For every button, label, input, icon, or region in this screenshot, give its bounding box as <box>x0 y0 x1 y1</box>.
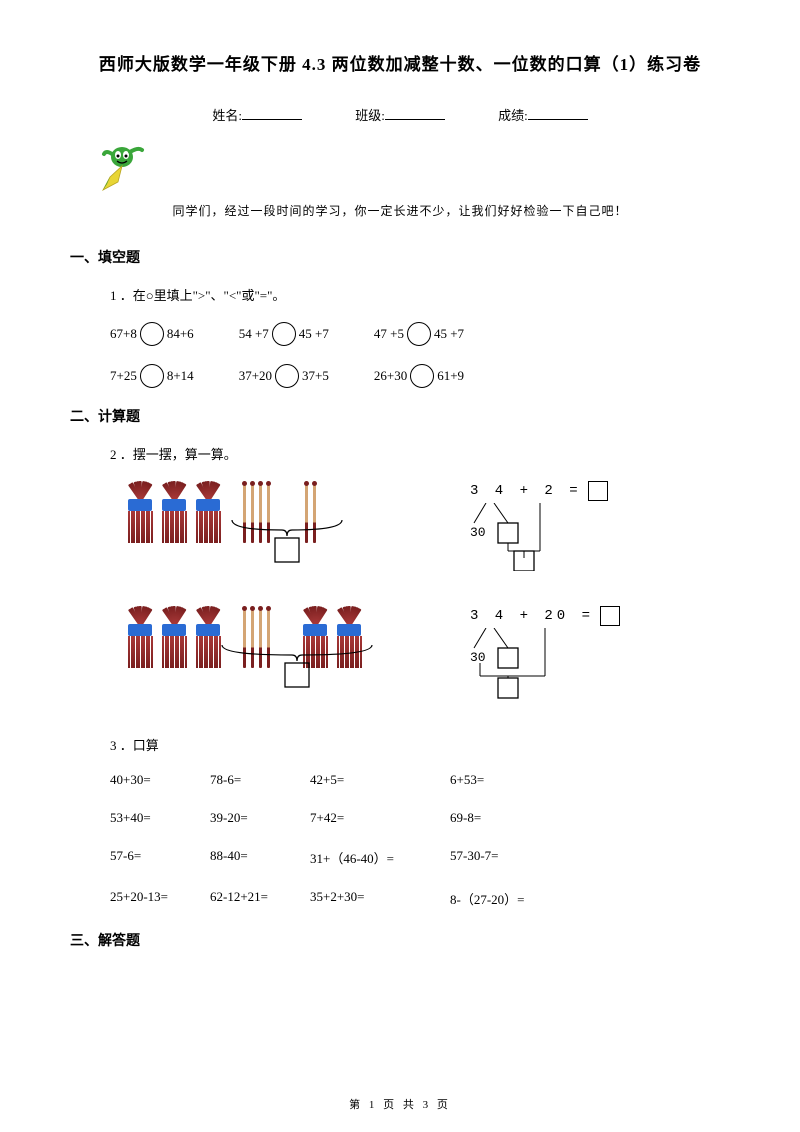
compare-right: 8+14 <box>167 368 194 384</box>
score-blank[interactable] <box>528 119 588 120</box>
page-footer: 第 1 页 共 3 页 <box>0 1096 800 1112</box>
compare-left: 37+20 <box>239 368 272 384</box>
q3-prompt: 3 ．口算 <box>110 735 730 754</box>
q2-prompt: 2 ．摆一摆，算一算。 <box>110 444 730 463</box>
page-title: 西师大版数学一年级下册 4.3 两位数加减整十数、一位数的口算（1）练习卷 <box>70 50 730 75</box>
q1-prompt: 1 ．在○里填上">"、"<"或"="。 <box>110 285 730 304</box>
stick-bundle <box>159 481 189 543</box>
calc-item: 57-30-7= <box>450 848 550 867</box>
calc-item: 39-20= <box>210 810 310 826</box>
calc-item: 31+（46-40）= <box>310 848 450 867</box>
bracket-icon <box>227 518 347 563</box>
compare-circle[interactable] <box>407 322 431 346</box>
compare-circle[interactable] <box>272 322 296 346</box>
svg-text:30: 30 <box>470 650 486 665</box>
stick-bundle <box>125 481 155 543</box>
name-label: 姓名: <box>212 108 242 123</box>
decomp-diagram: 30 <box>470 628 600 700</box>
bundle-group <box>125 481 223 543</box>
answer-box[interactable] <box>588 481 608 501</box>
compare-right: 45 +7 <box>434 326 464 342</box>
calc-item: 57-6= <box>110 848 210 867</box>
calc-item: 53+40= <box>110 810 210 826</box>
section-calc-title: 二、计算题 <box>70 406 730 426</box>
stick-bundle <box>125 606 155 668</box>
calc-item: 62-12+21= <box>210 889 310 908</box>
calc-item: 69-8= <box>450 810 550 826</box>
score-label: 成绩: <box>498 108 528 123</box>
name-blank[interactable] <box>242 119 302 120</box>
compare-item: 26+30 61+9 <box>374 364 464 388</box>
svg-text:30: 30 <box>470 525 486 540</box>
section-fill-title: 一、填空题 <box>70 247 730 267</box>
compare-item: 7+25 8+14 <box>110 364 194 388</box>
calc-item: 6+53= <box>450 772 550 788</box>
compare-item: 37+20 37+5 <box>239 364 329 388</box>
calc-row: 57-6= 88-40= 31+（46-40）= 57-30-7= <box>110 848 730 867</box>
sticks-visual-1 <box>125 481 405 543</box>
compare-right: 45 +7 <box>299 326 329 342</box>
section-answer-title: 三、解答题 <box>70 930 730 950</box>
bracket-icon <box>217 643 377 688</box>
compare-left: 67+8 <box>110 326 137 342</box>
calc-item: 8-（27-20）= <box>450 889 550 908</box>
compare-circle[interactable] <box>410 364 434 388</box>
q3-table: 40+30= 78-6= 42+5= 6+53= 53+40= 39-20= 7… <box>110 772 730 908</box>
answer-box[interactable] <box>600 606 620 626</box>
decomposition-1: 3 4 + 2 = 30 <box>470 481 608 576</box>
compare-circle[interactable] <box>140 322 164 346</box>
stick-bundle <box>193 481 223 543</box>
sticks-visual-2 <box>125 606 405 668</box>
calc-item: 42+5= <box>310 772 450 788</box>
calc-row: 53+40= 39-20= 7+42= 69-8= <box>110 810 730 826</box>
class-blank[interactable] <box>385 119 445 120</box>
pencil-mascot-icon <box>100 142 730 197</box>
class-label: 班级: <box>355 108 385 123</box>
q1-row2: 7+25 8+14 37+20 37+5 26+30 61+9 <box>110 364 730 388</box>
calc-row: 25+20-13= 62-12+21= 35+2+30= 8-（27-20）= <box>110 889 730 908</box>
compare-left: 7+25 <box>110 368 137 384</box>
compare-right: 84+6 <box>167 326 194 342</box>
expr-text: 3 4 + 20 = <box>470 608 594 624</box>
calc-item: 25+20-13= <box>110 889 210 908</box>
calc-row: 40+30= 78-6= 42+5= 6+53= <box>110 772 730 788</box>
calc-item: 88-40= <box>210 848 310 867</box>
compare-left: 26+30 <box>374 368 407 384</box>
calc-item: 7+42= <box>310 810 450 826</box>
calc-item: 40+30= <box>110 772 210 788</box>
stick-bundle <box>159 606 189 668</box>
q2-visual: 3 4 + 2 = 30 <box>125 481 730 705</box>
compare-circle[interactable] <box>140 364 164 388</box>
q1-row1: 67+8 84+6 54 +7 45 +7 47 +5 45 +7 <box>110 322 730 346</box>
sticks-row-1: 3 4 + 2 = 30 <box>125 481 730 576</box>
compare-circle[interactable] <box>275 364 299 388</box>
compare-left: 47 +5 <box>374 326 404 342</box>
expr-text: 3 4 + 2 = <box>470 483 582 499</box>
calc-item: 78-6= <box>210 772 310 788</box>
sticks-row-2: 3 4 + 20 = 30 <box>125 606 730 705</box>
student-info-line: 姓名: 班级: 成绩: <box>70 105 730 124</box>
encouragement-text: 同学们，经过一段时间的学习，你一定长进不少，让我们好好检验一下自己吧！ <box>70 202 730 219</box>
compare-right: 61+9 <box>437 368 464 384</box>
compare-left: 54 +7 <box>239 326 269 342</box>
bundle-group <box>125 606 223 668</box>
decomposition-2: 3 4 + 20 = 30 <box>470 606 620 705</box>
compare-right: 37+5 <box>302 368 329 384</box>
calc-item: 35+2+30= <box>310 889 450 908</box>
compare-item: 67+8 84+6 <box>110 322 194 346</box>
compare-item: 54 +7 45 +7 <box>239 322 329 346</box>
decomp-diagram: 30 <box>470 503 600 571</box>
compare-item: 47 +5 45 +7 <box>374 322 464 346</box>
